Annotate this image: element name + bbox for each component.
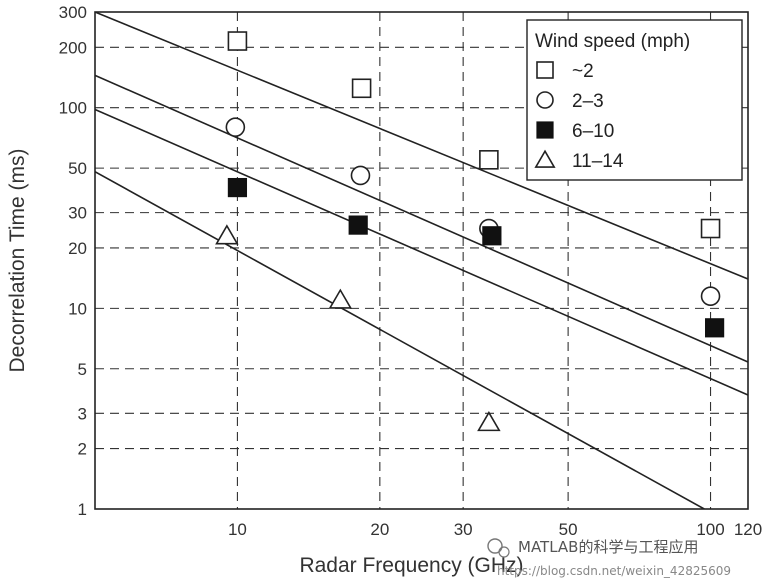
- data-point-triangle-open: [477, 410, 501, 432]
- legend-marker-square-open: [536, 61, 554, 79]
- data-point-square-filled: [227, 177, 248, 198]
- y-tick-label: 200: [59, 38, 87, 57]
- legend-marker-square-filled: [536, 121, 554, 139]
- legend-box: [526, 19, 743, 181]
- x-tick-label: 10: [228, 520, 247, 539]
- data-point-square-open: [351, 78, 372, 99]
- data-point-triangle-open: [328, 288, 353, 309]
- data-point-square-filled: [482, 226, 502, 246]
- data-point-circle-open: [700, 286, 721, 306]
- y-tick-label: 30: [68, 204, 87, 223]
- x-tick-label: 120: [734, 520, 762, 539]
- y-tick-label: 10: [68, 299, 87, 318]
- y-tick-label: 300: [59, 3, 87, 22]
- legend-items: ~2 2–3 6–10 11–14: [534, 61, 624, 172]
- fit-line: [95, 12, 748, 280]
- y-tick-label: 20: [68, 239, 87, 258]
- y-tick-label: 100: [59, 99, 87, 118]
- fit-line: [95, 74, 748, 363]
- watermark-url: https://blog.csdn.net/weixin_42825609: [497, 564, 731, 578]
- x-tick-label: 20: [370, 520, 389, 539]
- fit-lines: [95, 12, 748, 509]
- data-markers: [215, 31, 725, 432]
- y-tick-label: 5: [78, 360, 87, 379]
- y-tick-label: 3: [78, 404, 87, 423]
- legend-label: 6–10: [572, 121, 614, 142]
- data-point-square-open: [227, 31, 248, 51]
- watermark: MATLAB的科学与工程应用 https://blog.csdn.net/wei…: [487, 538, 731, 578]
- legend-label: ~2: [572, 61, 594, 82]
- fit-line: [95, 170, 705, 509]
- data-point-triangle-open: [215, 224, 239, 245]
- legend-label: 11–14: [572, 151, 624, 172]
- y-axis-label: Decorrelation Time (ms): [6, 148, 29, 372]
- x-axis-label: Radar Frequency (GHz): [299, 554, 523, 577]
- wechat-icon: [487, 538, 503, 554]
- y-tick-label: 2: [78, 440, 87, 459]
- plot-frame: [94, 11, 749, 510]
- data-point-circle-open: [350, 165, 371, 186]
- legend-marker-circle-open: [536, 91, 554, 109]
- legend-marker-triangle-open: [534, 149, 556, 168]
- wechat-icon-dot: [498, 546, 510, 558]
- legend: Wind speed (mph) ~2 2–3 6–10 11–14: [526, 19, 743, 181]
- watermark-label: MATLAB的科学与工程应用: [518, 538, 698, 556]
- x-tick-label: 50: [559, 520, 578, 539]
- data-point-circle-open: [225, 117, 246, 137]
- y-tick-label: 50: [68, 159, 87, 178]
- data-point-square-filled: [705, 318, 725, 338]
- legend-label: 2–3: [572, 91, 604, 112]
- x-tick-label: 100: [696, 520, 724, 539]
- data-point-square-open: [479, 150, 499, 170]
- y-tick-label: 1: [78, 500, 87, 519]
- fit-line: [95, 108, 748, 396]
- data-point-square-filled: [348, 215, 368, 235]
- data-point-square-open: [700, 218, 721, 239]
- x-tick-label: 30: [454, 520, 473, 539]
- legend-title: Wind speed (mph): [535, 31, 690, 52]
- tick-labels: 1 2 3 5 10 20 30 50 100 200 300 10 20 30 50 100 120: [59, 3, 763, 539]
